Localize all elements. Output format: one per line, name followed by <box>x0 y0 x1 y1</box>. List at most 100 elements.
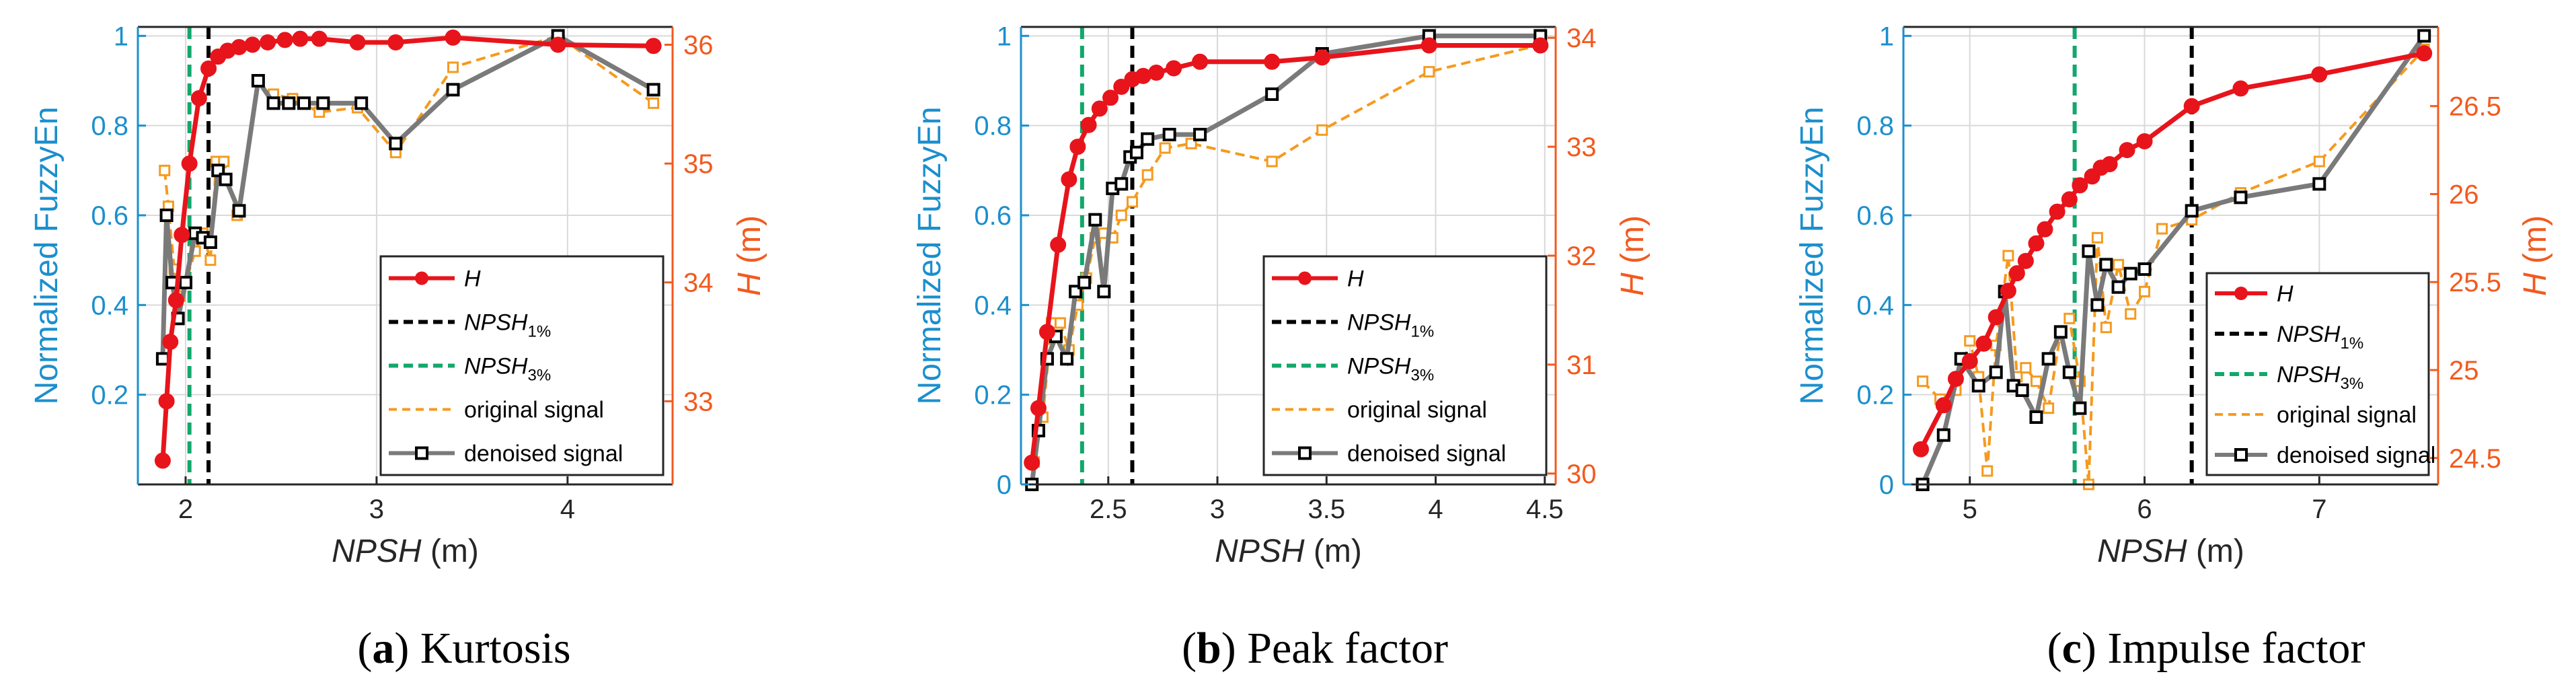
y-left-tick-label: 1 <box>114 22 128 51</box>
H-curve-point <box>1947 371 1964 388</box>
H-curve-point <box>2017 252 2034 269</box>
H-curve-point <box>2416 45 2433 62</box>
y-right-axis-title-var: H <box>732 272 767 296</box>
y-left-tick-label: 0.4 <box>1856 291 1894 320</box>
legend-label-npsh1: NPSH1% <box>464 310 551 341</box>
legend-box <box>2205 272 2430 476</box>
y-left-axis-title: Normalized FuzzyEn <box>1794 107 1830 405</box>
legend-label-main: original signal <box>1347 398 1487 423</box>
legend-label-sub: 1% <box>527 323 551 341</box>
denoised-signal-point <box>1088 213 1102 227</box>
H-curve-point <box>2028 235 2045 252</box>
H-curve-point <box>2008 265 2025 282</box>
x-axis-title-unit: (m) <box>422 534 479 569</box>
H-curve-point <box>1961 353 1978 369</box>
denoised-signal-point <box>2123 266 2137 281</box>
legend-label-original: original signal <box>2277 402 2417 428</box>
y-right-axis-title: H (m) <box>2517 215 2553 296</box>
legend-label-main: NPSH <box>1347 310 1411 336</box>
H-curve-point <box>260 34 276 50</box>
original-signal-point <box>1159 142 1171 154</box>
caption-letter: a <box>372 624 394 673</box>
y-right-tick-label: 25 <box>2449 356 2479 386</box>
original-signal-point <box>2113 258 2125 270</box>
H-curve-point <box>244 36 261 53</box>
H-curve-point <box>167 292 184 309</box>
H-curve-point <box>1038 324 1055 340</box>
caption-paren: ( <box>1182 624 1197 673</box>
y-right-axis-title: H (m) <box>1615 215 1651 296</box>
H-curve-point <box>1975 335 1992 352</box>
original-signal-point <box>2313 155 2325 168</box>
denoised-signal-point <box>2312 177 2326 191</box>
y-left-tick-label: 0.8 <box>974 112 1012 141</box>
y-left-tick-label: 1 <box>1879 22 1894 51</box>
x-axis-title-unit: (m) <box>2187 534 2244 569</box>
H-curve-point <box>2311 66 2328 83</box>
original-signal-point <box>1316 124 1328 136</box>
legend-label-H: H <box>1347 266 1364 292</box>
H-curve-point <box>1135 67 1151 84</box>
H-curve-point <box>1024 454 1040 471</box>
denoised-signal-point <box>1265 87 1279 101</box>
denoised-signal-point <box>1097 285 1111 299</box>
legend-label-main: NPSH <box>2277 322 2341 347</box>
H-curve-point <box>2136 133 2153 149</box>
legend-label-main: denoised signal <box>2277 443 2435 468</box>
denoised-signal-point <box>1141 132 1155 146</box>
H-curve-point <box>1192 53 1209 70</box>
y-right-tick-label: 36 <box>683 30 714 60</box>
legend-label-npsh3: NPSH3% <box>1347 354 1434 385</box>
denoised-signal-point <box>316 96 330 110</box>
caption-text: ) Kurtosis <box>394 624 570 673</box>
y-right-axis-title-var: H <box>1615 272 1651 296</box>
y-left-tick-label: 0.6 <box>974 201 1012 231</box>
H-curve-point <box>276 32 293 48</box>
denoised-signal-point <box>159 209 174 222</box>
x-axis-title: NPSH (m) <box>1215 534 1362 569</box>
H-curve-point <box>1264 53 1281 70</box>
legend-label-npsh3: NPSH3% <box>2277 362 2363 393</box>
x-tick-label: 4 <box>560 495 575 524</box>
y-right-tick-label: 33 <box>1566 133 1597 162</box>
y-right-tick-label: 24.5 <box>2449 444 2501 474</box>
y-left-axis-title: Normalized FuzzyEn <box>29 107 65 405</box>
y-left-tick-label: 1 <box>997 22 1012 51</box>
y-right-tick-label: 30 <box>1566 460 1597 489</box>
original-signal-point <box>2091 231 2103 244</box>
legend-label-main: denoised signal <box>1347 441 1506 467</box>
denoised-signal-point <box>2090 298 2105 312</box>
caption-text: ) Peak factor <box>1221 624 1448 673</box>
legend-label-main: denoised signal <box>464 441 623 467</box>
denoised-signal-point <box>251 74 265 87</box>
y-left-tick-label: 0.4 <box>974 291 1012 320</box>
original-signal-point <box>1126 196 1138 208</box>
denoised-signal-point <box>1129 145 1143 159</box>
H-curve-point <box>2119 142 2135 159</box>
original-signal-point <box>159 164 171 176</box>
panel-c: 5 6 7 0 0.2 0.4 0.6 0.8 1 24.5 25 25.5 26 26.5 NPSH (m… <box>1794 22 2553 673</box>
x-tick-label: 2 <box>178 495 193 524</box>
denoised-signal-point <box>232 204 246 218</box>
denoised-signal-point <box>203 235 217 249</box>
caption-letter: b <box>1197 624 1221 673</box>
legend-label-sub: 3% <box>1410 367 1434 385</box>
legend-label-npsh3: NPSH3% <box>464 354 551 385</box>
legend-label-denoised: denoised signal <box>464 441 623 467</box>
legend-label-sub: 1% <box>1410 323 1434 341</box>
legend-label-main: NPSH <box>1347 354 1411 379</box>
H-curve-point <box>1420 37 1437 54</box>
legend-label-main: H <box>2277 281 2294 307</box>
H-curve-point <box>1314 49 1330 66</box>
original-signal-point <box>2100 322 2112 334</box>
caption-paren: ( <box>2047 624 2062 673</box>
denoised-signal-point <box>2234 190 2248 205</box>
original-signal-point <box>1115 209 1127 221</box>
H-curve-point <box>181 155 198 172</box>
denoised-signal-point <box>297 96 311 110</box>
y-right-tick-label: 26 <box>2449 180 2479 209</box>
y-right-tick-label: 31 <box>1566 351 1597 380</box>
